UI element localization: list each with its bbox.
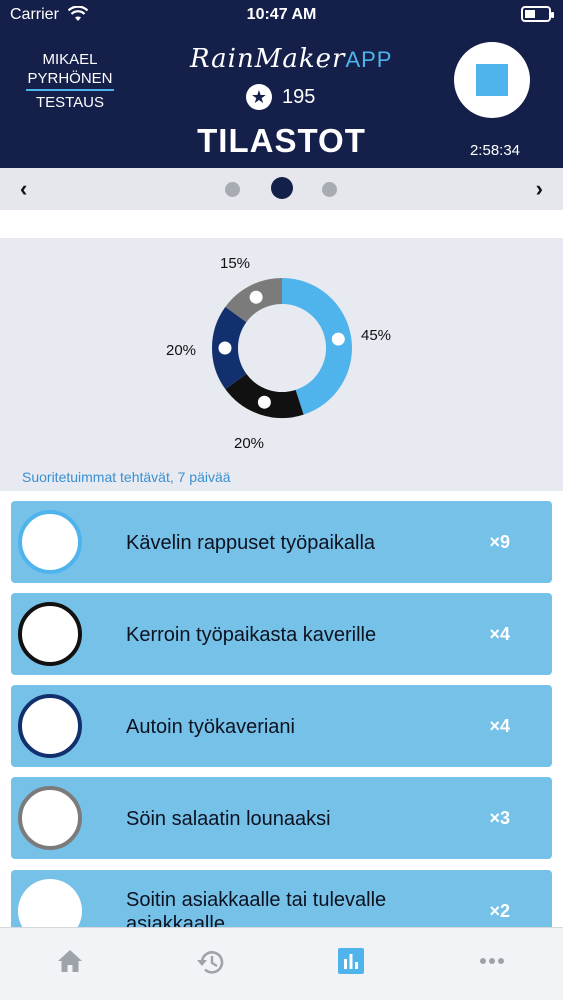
task-item[interactable]: Kävelin rappuset työpaikalla ×9 xyxy=(11,501,552,583)
tab-home[interactable] xyxy=(0,928,140,1000)
task-status-circle xyxy=(18,786,82,850)
page-dot-3[interactable] xyxy=(322,182,337,197)
task-item[interactable]: Kerroin työpaikasta kaverille ×4 xyxy=(11,593,552,675)
more-icon xyxy=(480,958,504,964)
chart-caption: Suoritetuimmat tehtävät, 7 päivää xyxy=(22,469,231,485)
tab-bar xyxy=(0,927,563,1000)
slice-label-2: 20% xyxy=(234,435,265,452)
task-status-circle xyxy=(18,602,82,666)
logo-script: RainMaker xyxy=(190,44,346,74)
task-count: ×9 xyxy=(489,532,510,552)
page-dot-2[interactable] xyxy=(271,177,293,199)
stats-icon xyxy=(338,948,364,974)
chart-panel: 45% 20% 20% 15% Suoritetuimmat tehtävät,… xyxy=(0,238,563,491)
stop-button[interactable] xyxy=(454,42,530,118)
session-timer: 2:58:34 xyxy=(469,142,521,159)
slice-label-3: 20% xyxy=(166,342,197,359)
donut-slice-1 xyxy=(281,278,352,415)
logo-app: APP xyxy=(345,47,393,72)
slice-label-1: 45% xyxy=(361,327,392,344)
mode-label: TESTAUS xyxy=(35,94,105,111)
score-value: 195 xyxy=(282,85,316,108)
wifi-icon xyxy=(68,6,88,21)
star-icon: ★ xyxy=(246,84,272,110)
status-bar: Carrier 10:47 AM xyxy=(0,0,563,30)
task-label: Autoin työkaveriani xyxy=(126,716,295,738)
task-label: Kerroin työpaikasta kaverille xyxy=(126,624,377,646)
slice-marker-1 xyxy=(328,329,348,349)
home-icon xyxy=(58,950,82,972)
slice-marker-2 xyxy=(254,392,274,412)
task-status-circle xyxy=(18,510,82,574)
previous-page-button[interactable]: ‹ xyxy=(20,176,28,201)
history-icon xyxy=(197,951,224,974)
task-label: Söin salaatin lounaaksi xyxy=(126,808,331,830)
task-item[interactable]: Autoin työkaveriani ×4 xyxy=(11,685,552,767)
task-count: ×4 xyxy=(489,624,510,644)
page-navigator: ‹ › xyxy=(0,168,563,210)
task-status-circle xyxy=(18,694,82,758)
stop-icon xyxy=(476,64,508,96)
tab-more[interactable] xyxy=(422,928,562,1000)
task-item[interactable]: Söin salaatin lounaaksi ×3 xyxy=(11,777,552,859)
page-title: TILASTOT xyxy=(197,122,366,159)
task-count: ×3 xyxy=(489,808,510,828)
tab-history[interactable] xyxy=(140,928,280,1000)
score-badge: ★ 195 xyxy=(246,84,315,110)
slice-marker-3 xyxy=(215,338,235,358)
task-count: ×4 xyxy=(489,716,510,736)
battery-icon xyxy=(521,6,554,22)
task-label: Kävelin rappuset työpaikalla xyxy=(126,532,376,554)
task-count: ×2 xyxy=(489,901,510,921)
slice-marker-4 xyxy=(246,287,266,307)
page-dot-1[interactable] xyxy=(225,182,240,197)
app-header: Carrier 10:47 AM MIKAEL PYRHÖNEN TESTAUS… xyxy=(0,0,563,168)
app-logo: RainMakerAPP xyxy=(190,44,392,74)
user-first-name: MIKAEL xyxy=(42,51,98,68)
next-page-button[interactable]: › xyxy=(535,176,543,201)
slice-label-4: 15% xyxy=(220,255,251,272)
user-divider xyxy=(26,89,114,91)
user-block[interactable]: MIKAEL PYRHÖNEN TESTAUS xyxy=(22,50,118,112)
carrier-label: Carrier xyxy=(10,6,59,23)
user-last-name: PYRHÖNEN xyxy=(27,70,113,87)
tab-stats[interactable] xyxy=(281,928,421,1000)
status-time: 10:47 AM xyxy=(246,6,317,23)
task-item[interactable]: Soitin asiakkaalle tai tulevalle asiakka… xyxy=(11,870,552,943)
donut-chart xyxy=(212,278,352,418)
